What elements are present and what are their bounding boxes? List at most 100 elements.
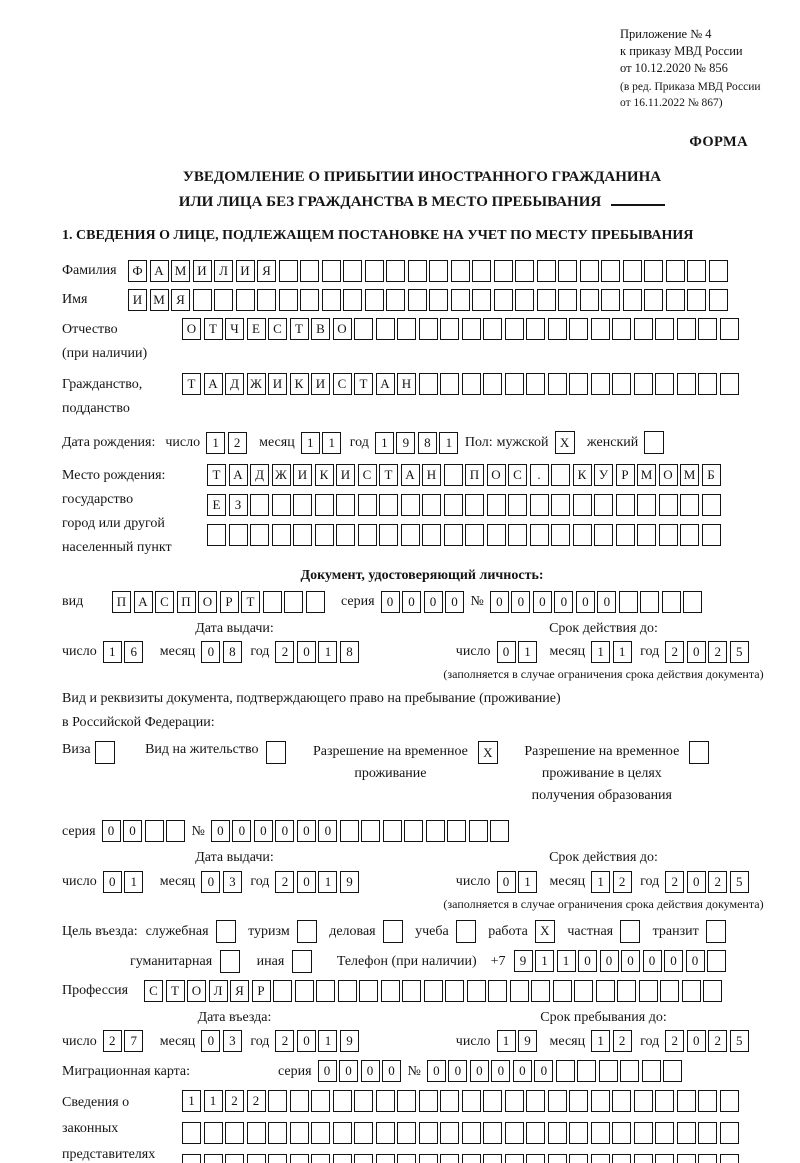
char-cell[interactable]: 0 <box>496 641 516 664</box>
char-cell[interactable]: Т <box>165 979 185 1002</box>
char-cell[interactable]: 3 <box>222 1030 242 1053</box>
char-cell[interactable] <box>246 1122 266 1145</box>
char-cell[interactable]: 1 <box>124 870 144 893</box>
char-cell[interactable] <box>504 373 524 396</box>
char-cell[interactable] <box>551 524 570 547</box>
char-cell[interactable]: П <box>465 464 484 487</box>
char-cell[interactable] <box>655 1090 674 1113</box>
char-cell[interactable]: 0 <box>318 820 338 843</box>
char-cell[interactable]: И <box>235 260 255 283</box>
char-cell[interactable] <box>461 1122 481 1145</box>
char-cell[interactable]: 0 <box>123 820 143 843</box>
char-cell[interactable]: 0 <box>554 590 574 613</box>
char-cell[interactable]: 0 <box>686 1030 706 1053</box>
char-cell[interactable] <box>641 1060 661 1083</box>
char-cell[interactable]: 1 <box>591 870 611 893</box>
char-cell[interactable]: 2 <box>275 870 295 893</box>
char-cell[interactable]: С <box>332 373 352 396</box>
char-cell[interactable] <box>225 1122 244 1145</box>
char-cell[interactable] <box>547 1090 567 1113</box>
char-cell[interactable]: 1 <box>318 1030 338 1053</box>
char-cell[interactable] <box>278 289 298 312</box>
char-cell[interactable] <box>289 1154 309 1163</box>
char-cell[interactable] <box>569 1154 588 1163</box>
char-cell[interactable]: 0 <box>489 590 509 613</box>
char-cell[interactable]: О <box>198 590 217 613</box>
char-cell[interactable] <box>638 979 658 1002</box>
char-cell[interactable] <box>483 318 502 341</box>
char-cell[interactable] <box>311 1154 330 1163</box>
char-cell[interactable] <box>558 289 577 312</box>
char-cell[interactable] <box>719 1154 739 1163</box>
char-cell[interactable] <box>215 919 236 943</box>
char-cell[interactable] <box>555 1060 575 1083</box>
char-cell[interactable] <box>579 260 599 283</box>
char-cell[interactable] <box>547 373 567 396</box>
char-cell[interactable] <box>552 979 572 1002</box>
char-cell[interactable] <box>182 1122 201 1145</box>
char-cell[interactable]: Т <box>379 464 398 487</box>
char-cell[interactable] <box>569 1122 588 1145</box>
char-cell[interactable] <box>422 494 441 517</box>
char-cell[interactable] <box>296 919 317 943</box>
char-cell[interactable]: 1 <box>556 950 576 973</box>
char-cell[interactable]: 0 <box>296 1030 316 1053</box>
char-cell[interactable] <box>375 1122 395 1145</box>
char-cell[interactable] <box>316 979 335 1002</box>
char-cell[interactable]: 6 <box>124 641 144 664</box>
char-cell[interactable] <box>658 494 678 517</box>
char-cell[interactable] <box>354 1090 373 1113</box>
char-cell[interactable] <box>483 1090 502 1113</box>
char-cell[interactable] <box>719 1090 739 1113</box>
char-cell[interactable] <box>268 1090 287 1113</box>
char-cell[interactable]: 9 <box>518 1030 538 1053</box>
char-cell[interactable] <box>637 494 656 517</box>
char-cell[interactable]: 0 <box>232 820 252 843</box>
char-cell[interactable] <box>375 1090 395 1113</box>
char-cell[interactable] <box>637 524 656 547</box>
char-cell[interactable] <box>337 979 357 1002</box>
char-cell[interactable] <box>314 524 334 547</box>
char-cell[interactable]: Н <box>397 373 416 396</box>
char-cell[interactable]: 0 <box>102 870 122 893</box>
char-cell[interactable] <box>574 979 593 1002</box>
char-cell[interactable]: А <box>149 260 169 283</box>
char-cell[interactable]: Я <box>230 979 249 1002</box>
char-cell[interactable]: 0 <box>599 950 619 973</box>
char-cell[interactable] <box>644 289 663 312</box>
char-cell[interactable] <box>443 464 463 487</box>
char-cell[interactable]: 1 <box>318 641 338 664</box>
char-cell[interactable]: 3 <box>222 870 242 893</box>
char-cell[interactable]: М <box>637 464 656 487</box>
char-cell[interactable]: 0 <box>210 820 230 843</box>
char-cell[interactable] <box>292 949 313 973</box>
char-cell[interactable]: . <box>529 464 549 487</box>
char-cell[interactable] <box>676 373 696 396</box>
char-cell[interactable] <box>612 1090 631 1113</box>
char-cell[interactable] <box>617 979 636 1002</box>
char-cell[interactable]: 8 <box>417 431 437 454</box>
char-cell[interactable] <box>294 979 314 1002</box>
char-cell[interactable]: 1 <box>591 1030 611 1053</box>
char-cell[interactable] <box>284 590 303 613</box>
char-cell[interactable]: 9 <box>339 870 359 893</box>
char-cell[interactable] <box>354 318 373 341</box>
char-cell[interactable] <box>504 1122 524 1145</box>
char-cell[interactable]: 0 <box>575 590 595 613</box>
char-cell[interactable]: 1 <box>102 641 122 664</box>
char-cell[interactable] <box>357 524 377 547</box>
char-cell[interactable] <box>698 373 717 396</box>
char-cell[interactable] <box>461 318 481 341</box>
char-cell[interactable] <box>612 1154 631 1163</box>
char-cell[interactable] <box>633 318 653 341</box>
char-cell[interactable] <box>536 289 556 312</box>
char-cell[interactable]: 1 <box>535 950 555 973</box>
char-cell[interactable]: И <box>293 464 312 487</box>
char-cell[interactable] <box>708 289 728 312</box>
char-cell[interactable] <box>689 741 710 765</box>
char-cell[interactable] <box>364 289 384 312</box>
char-cell[interactable] <box>547 318 567 341</box>
char-cell[interactable] <box>508 524 527 547</box>
char-cell[interactable]: К <box>289 373 309 396</box>
char-cell[interactable]: Т <box>203 318 223 341</box>
